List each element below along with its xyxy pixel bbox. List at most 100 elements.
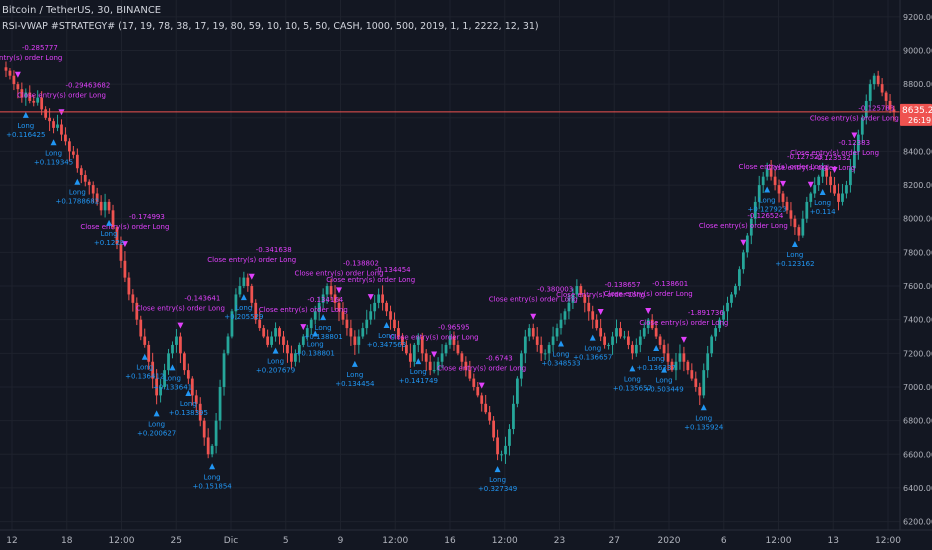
candle-body (734, 286, 737, 295)
long-entry-label: Long (346, 371, 363, 379)
time-tick-label: 12:00 (766, 536, 792, 546)
time-tick-label: Dic (224, 536, 238, 546)
candle-body (575, 286, 579, 295)
candle-body (496, 437, 499, 455)
candle-body (480, 395, 484, 404)
candle-body (539, 344, 543, 354)
candle-body (789, 210, 793, 219)
close-pnl-label: -0.285777 (22, 44, 58, 52)
long-pnl-label: +0.138801 (296, 350, 335, 358)
candle-body (290, 353, 293, 362)
close-entry-label: Close entry(s) order Long (790, 149, 879, 157)
candle-body (95, 193, 99, 202)
candle-body (202, 420, 206, 438)
candle-body (369, 311, 373, 320)
long-entry-arrow (700, 404, 707, 411)
chart-grid (0, 0, 900, 530)
candle-body (40, 97, 44, 110)
candle-body (420, 336, 424, 354)
candle-body (305, 328, 309, 337)
long-entry-arrow (351, 360, 358, 367)
candle-body (127, 277, 131, 295)
close-pnl-label: -0.29463682 (65, 81, 110, 89)
candle-body (730, 294, 733, 303)
candle-body (381, 294, 384, 303)
candle-body (440, 353, 444, 362)
candle-body (456, 344, 460, 354)
price-axis-panel[interactable] (900, 0, 932, 550)
candle-body (377, 294, 381, 303)
close-pnl-label: -0.125783 (858, 104, 894, 112)
candle-body (460, 353, 464, 362)
candle-body (488, 412, 492, 421)
candle-body (341, 311, 345, 320)
close-entry-arrow (121, 241, 128, 248)
long-entry-arrow (22, 111, 29, 118)
candle-body (163, 370, 166, 387)
candle-body (36, 97, 40, 103)
candle-body (448, 336, 452, 345)
candle-body (674, 361, 678, 371)
time-tick-label: 25 (171, 536, 182, 546)
candle-body (872, 75, 876, 85)
close-entry-label: Close entry(s) order Long (295, 269, 384, 277)
candle-body (143, 336, 147, 345)
candle-body (274, 328, 277, 337)
candle-body (777, 185, 781, 194)
candle-body (523, 336, 527, 354)
close-entry-arrow (478, 382, 485, 389)
candle-body (753, 201, 757, 219)
candle-body (531, 328, 535, 337)
candle-body (769, 168, 773, 177)
time-tick-label: 5 (283, 536, 289, 546)
long-entry-arrow (629, 365, 636, 372)
long-entry-arrow (320, 314, 327, 321)
long-entry-arrow (272, 347, 279, 354)
long-entry-label: Long (759, 196, 776, 204)
time-axis-panel[interactable] (0, 530, 932, 550)
price-tick-label: 8200.00 (903, 181, 932, 190)
candle-body (793, 218, 797, 228)
candle-body (884, 92, 888, 101)
candle-body (52, 121, 55, 128)
close-entry-arrow (248, 273, 255, 280)
close-pnl-label: -0.138601 (652, 280, 688, 288)
candle-body (405, 344, 408, 354)
candle-body (321, 294, 325, 303)
candle-body (888, 100, 892, 110)
long-pnl-label: +0.347563 (367, 341, 406, 349)
long-entry-label: Long (553, 351, 570, 359)
candle-body (139, 319, 143, 337)
candle-body (864, 100, 868, 118)
candle-body (817, 176, 821, 186)
close-entry-label: Close entry(s) order Long (489, 296, 578, 304)
candle-body (60, 124, 63, 135)
candle-body (535, 336, 539, 345)
candle-body (444, 344, 448, 354)
strategy-title[interactable]: RSI-VWAP #STRATEGY# (17, 19, 78, 38, 17,… (2, 21, 539, 32)
candle-body (765, 168, 769, 177)
long-entry-label: Long (136, 364, 153, 372)
candle-body (682, 353, 686, 362)
candle-body (293, 353, 297, 362)
candle-body (20, 89, 24, 98)
candle-body (131, 294, 135, 303)
long-pnl-label: +0.136337 (637, 364, 676, 372)
close-entry-label: Close entry(s) order Long (0, 54, 62, 62)
candle-body (500, 454, 503, 456)
close-pnl-label: -0.380003 (537, 286, 573, 294)
candle-body (250, 286, 254, 303)
candle-body (856, 134, 860, 152)
candle-body (543, 353, 547, 355)
symbol-title[interactable]: Bitcoin / TetherUS, 30, BINANCE (2, 5, 162, 16)
long-entry-label: Long (164, 374, 181, 382)
long-pnl-label: +0.133641 (153, 383, 192, 391)
candle-body (103, 201, 107, 211)
time-tick-label: 12 (6, 536, 17, 546)
price-tick-label: 7200.00 (903, 349, 932, 358)
candle-body (694, 378, 698, 387)
candle-body (32, 100, 36, 103)
long-pnl-label: +0.134454 (335, 380, 375, 388)
candle-body (508, 429, 511, 446)
